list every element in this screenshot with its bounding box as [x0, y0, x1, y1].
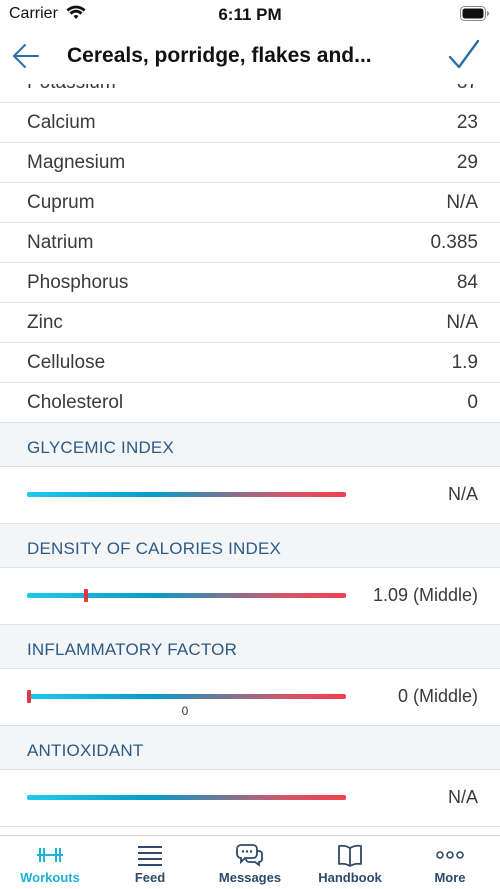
section-title: ANTIOXIDANT	[27, 741, 144, 760]
nutrient-label: Phosphorus	[27, 272, 129, 293]
tab-label: Workouts	[20, 870, 80, 885]
clock: 6:11 PM	[218, 5, 282, 24]
dumbbell-icon	[37, 848, 63, 862]
battery-icon	[460, 6, 490, 27]
tab-bar: Workouts Feed Messages Handbook	[0, 835, 500, 889]
book-icon	[338, 844, 362, 867]
wifi-icon	[66, 5, 86, 26]
nutrient-value: N/A	[446, 312, 478, 333]
nutrient-value: 87	[457, 84, 478, 94]
section-header-antioxidant: ANTIOXIDANT	[0, 726, 500, 770]
tab-messages[interactable]: Messages	[200, 836, 300, 889]
tab-label: Feed	[134, 870, 166, 885]
index-scale-bar	[27, 589, 346, 602]
nutrient-row-zinc: Zinc N/A	[0, 303, 500, 343]
nutrient-row-cellulose: Cellulose 1.9	[0, 343, 500, 383]
nutrient-label: Natrium	[27, 232, 94, 253]
nutrient-value: 0.385	[430, 232, 478, 253]
section-header-inflammatory-factor: INFLAMMATORY FACTOR	[0, 625, 500, 669]
carrier-label: Carrier	[9, 5, 58, 22]
section-title: INFLAMMATORY FACTOR	[27, 640, 238, 659]
checkmark-icon	[448, 39, 480, 69]
nutrient-label: Potassium	[27, 84, 116, 94]
nutrient-value: 23	[456, 112, 478, 133]
tab-label: Messages	[218, 870, 282, 885]
nutrient-value: 0	[467, 392, 478, 413]
index-marker	[84, 589, 88, 602]
done-button[interactable]	[446, 38, 482, 74]
tab-label: More	[434, 870, 466, 885]
section-title: DENSITY OF CALORIES INDEX	[27, 539, 282, 558]
index-value: 1.09 (Middle)	[372, 585, 478, 605]
tab-feed[interactable]: Feed	[100, 836, 200, 889]
nutrient-row-cholesterol: Cholesterol 0	[0, 383, 500, 423]
index-value: N/A	[447, 484, 478, 504]
index-row-glycemic: N/A	[0, 467, 500, 524]
index-row-inflammatory: 0 0 (Middle)	[0, 669, 500, 726]
index-tick-label: 0	[181, 704, 189, 718]
nutrient-row-magnesium: Magnesium 29	[0, 143, 500, 183]
nutrient-value: N/A	[446, 192, 478, 213]
section-title: GLYCEMIC INDEX	[27, 438, 175, 457]
nutrient-label: Calcium	[27, 112, 96, 133]
back-button[interactable]	[8, 38, 44, 74]
nutrient-label: Cellulose	[27, 352, 106, 373]
index-row-calorie-density: 1.09 (Middle)	[0, 568, 500, 625]
index-marker	[27, 690, 31, 703]
tab-workouts[interactable]: Workouts	[0, 836, 100, 889]
navigation-bar: Cereals, porridge, flakes and...	[0, 30, 500, 84]
nutrition-details-scroll[interactable]: Potassium 87 Calcium 23 Magnesium 29 Cup…	[0, 84, 500, 835]
nutrient-label: Magnesium	[27, 152, 126, 173]
nutrient-row-calcium: Calcium 23	[0, 103, 500, 143]
index-scale-bar	[27, 492, 346, 497]
tab-label: Handbook	[318, 870, 382, 885]
nutrient-label: Cholesterol	[27, 392, 124, 413]
nutrient-row-potassium: Potassium 87	[0, 84, 500, 103]
index-value: 0 (Middle)	[397, 686, 478, 706]
back-arrow-icon	[13, 44, 39, 68]
feed-lines-icon	[138, 846, 162, 866]
nutrient-value: 84	[456, 272, 478, 293]
section-header-calorie-density: DENSITY OF CALORIES INDEX	[0, 524, 500, 568]
index-value: N/A	[447, 787, 478, 807]
status-bar: Carrier 6:11 PM	[0, 0, 500, 30]
nutrient-row-cuprum: Cuprum N/A	[0, 183, 500, 223]
index-scale-bar	[27, 795, 346, 800]
nutrient-label: Cuprum	[27, 192, 95, 213]
nutrient-label: Zinc	[27, 312, 63, 333]
index-scale-bar: 0	[27, 690, 346, 718]
tab-more[interactable]: More	[400, 836, 500, 889]
chat-bubbles-icon	[236, 844, 263, 867]
tab-handbook[interactable]: Handbook	[300, 836, 400, 889]
nutrient-value: 1.9	[451, 352, 478, 373]
more-dots-icon	[436, 851, 464, 859]
section-header-glycemic-index: GLYCEMIC INDEX	[0, 423, 500, 467]
nutrient-row-natrium: Natrium 0.385	[0, 223, 500, 263]
nutrient-row-phosphorus: Phosphorus 84	[0, 263, 500, 303]
page-title: Cereals, porridge, flakes and...	[67, 44, 372, 67]
nutrient-value: 29	[456, 152, 478, 173]
index-row-antioxidant: N/A	[0, 770, 500, 827]
